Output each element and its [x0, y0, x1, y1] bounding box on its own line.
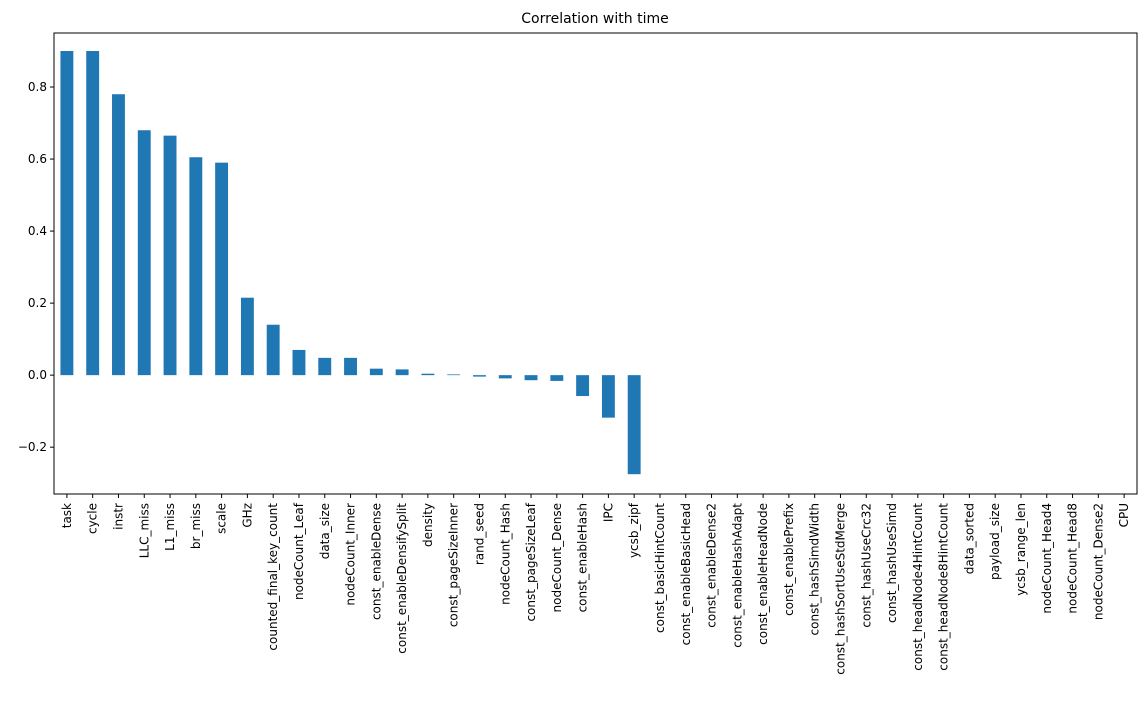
y-tick-label: 0.2 [28, 296, 47, 310]
y-tick-label: 0.4 [28, 224, 47, 238]
bar-IPC [601, 375, 615, 418]
x-tick-label-nodeCount_Hash: nodeCount_Hash [498, 503, 512, 605]
bar-task [60, 51, 74, 376]
bar-const_enableDensifySplit [395, 369, 409, 376]
x-tick-label-L1_miss: L1_miss [163, 503, 177, 551]
bar-br_miss [189, 157, 203, 376]
x-tick-label-const_hashSimdWidth: const_hashSimdWidth [808, 503, 822, 635]
y-tick-label: 0.6 [28, 152, 47, 166]
x-tick-label-cycle: cycle [86, 503, 100, 534]
x-tick-label-ycsb_range_len: ycsb_range_len [1014, 503, 1028, 596]
bar-nodeCount_Inner [344, 357, 357, 376]
x-tick-label-scale: scale [215, 503, 229, 534]
x-tick-label-const_enableHashAdapt: const_enableHashAdapt [730, 503, 744, 648]
bars-group [60, 51, 641, 475]
bar-counted_final_key_count [266, 324, 280, 376]
x-tick-label-const_enableBasicHead: const_enableBasicHead [679, 503, 693, 645]
x-tick-label-const_pageSizeLeaf: const_pageSizeLeaf [524, 502, 538, 621]
x-tick-label-const_pageSizeInner: const_pageSizeInner [447, 503, 461, 627]
bar-data_size [318, 357, 332, 376]
y-tick-label: 0.0 [28, 368, 47, 382]
bar-const_enableDense [369, 368, 383, 376]
x-tick-label-GHz: GHz [240, 503, 254, 528]
bar-rand_seed [473, 375, 486, 377]
bar-nodeCount_Dense [550, 375, 564, 381]
x-tick-label-IPC: IPC [601, 503, 615, 522]
bar-nodeCount_Hash [498, 375, 512, 379]
x-tick-label-const_enableDensifySplit: const_enableDensifySplit [395, 503, 409, 654]
chart-title: Correlation with time [521, 11, 668, 27]
bar-const_pageSizeInner [447, 374, 461, 376]
x-tick-label-const_hashSortUseStdMerge: const_hashSortUseStdMerge [833, 503, 847, 675]
x-tick-label-counted_final_key_count: counted_final_key_count [266, 503, 280, 651]
x-tick-label-const_enableDense2: const_enableDense2 [705, 503, 719, 628]
x-tick-label-nodeCount_Dense: nodeCount_Dense [550, 503, 564, 612]
x-tick-label-data_sorted: data_sorted [962, 503, 976, 574]
x-axis: task cycle instr LLC_miss L1_miss br_miss scal… [60, 494, 1131, 675]
x-tick-label-ycsb_zipf: ycsb_zipf [627, 502, 641, 558]
x-tick-label-data_size: data_size [318, 503, 332, 559]
x-tick-label-nodeCount_Leaf: nodeCount_Leaf [292, 502, 306, 600]
x-tick-label-const_enablePrefix: const_enablePrefix [782, 503, 796, 616]
x-tick-label-const_headNode4HintCount: const_headNode4HintCount [911, 503, 925, 671]
x-tick-label-task: task [60, 503, 74, 528]
x-tick-label-payload_size: payload_size [988, 503, 1002, 580]
x-tick-label-const_enableDense: const_enableDense [369, 503, 383, 620]
y-tick-label: 0.8 [28, 80, 47, 94]
bar-const_pageSizeLeaf [524, 375, 538, 381]
bar-scale [215, 162, 229, 376]
y-axis: −0.2 0.0 0.2 0.4 0.6 0.8 [18, 80, 54, 454]
bar-density [421, 373, 435, 376]
bar-L1_miss [163, 135, 177, 376]
bar-const_enableHash [576, 375, 590, 397]
bar-GHz [240, 297, 254, 376]
x-tick-label-const_hashUseCrc32: const_hashUseCrc32 [859, 503, 873, 628]
x-tick-label-CPU: CPU [1117, 503, 1131, 527]
x-tick-label-nodeCount_Inner: nodeCount_Inner [344, 503, 358, 606]
bar-instr [112, 94, 125, 376]
x-tick-label-nodeCount_Dense2: nodeCount_Dense2 [1091, 503, 1105, 620]
x-tick-label-nodeCount_Head4: nodeCount_Head4 [1040, 503, 1054, 614]
x-tick-label-LLC_miss: LLC_miss [137, 503, 151, 558]
x-tick-label-const_basicHintCount: const_basicHintCount [653, 503, 667, 633]
bar-LLC_miss [137, 130, 151, 376]
x-tick-label-nodeCount_Head8: nodeCount_Head8 [1066, 503, 1080, 614]
bar-cycle [86, 51, 100, 376]
x-tick-label-instr: instr [111, 503, 125, 530]
x-tick-label-rand_seed: rand_seed [472, 503, 486, 565]
plot-frame [53, 32, 1138, 495]
x-tick-label-const_enableHeadNode: const_enableHeadNode [756, 503, 770, 645]
x-tick-label-const_hashUseSimd: const_hashUseSimd [885, 503, 899, 623]
x-tick-label-density: density [421, 503, 435, 547]
bar-nodeCount_Leaf [292, 349, 306, 376]
bar-ycsb_zipf [627, 375, 641, 475]
y-tick-label: −0.2 [18, 440, 47, 454]
x-tick-label-const_enableHash: const_enableHash [576, 503, 590, 612]
x-tick-label-const_headNode8HintCount: const_headNode8HintCount [937, 503, 951, 671]
x-tick-label-br_miss: br_miss [189, 503, 203, 549]
